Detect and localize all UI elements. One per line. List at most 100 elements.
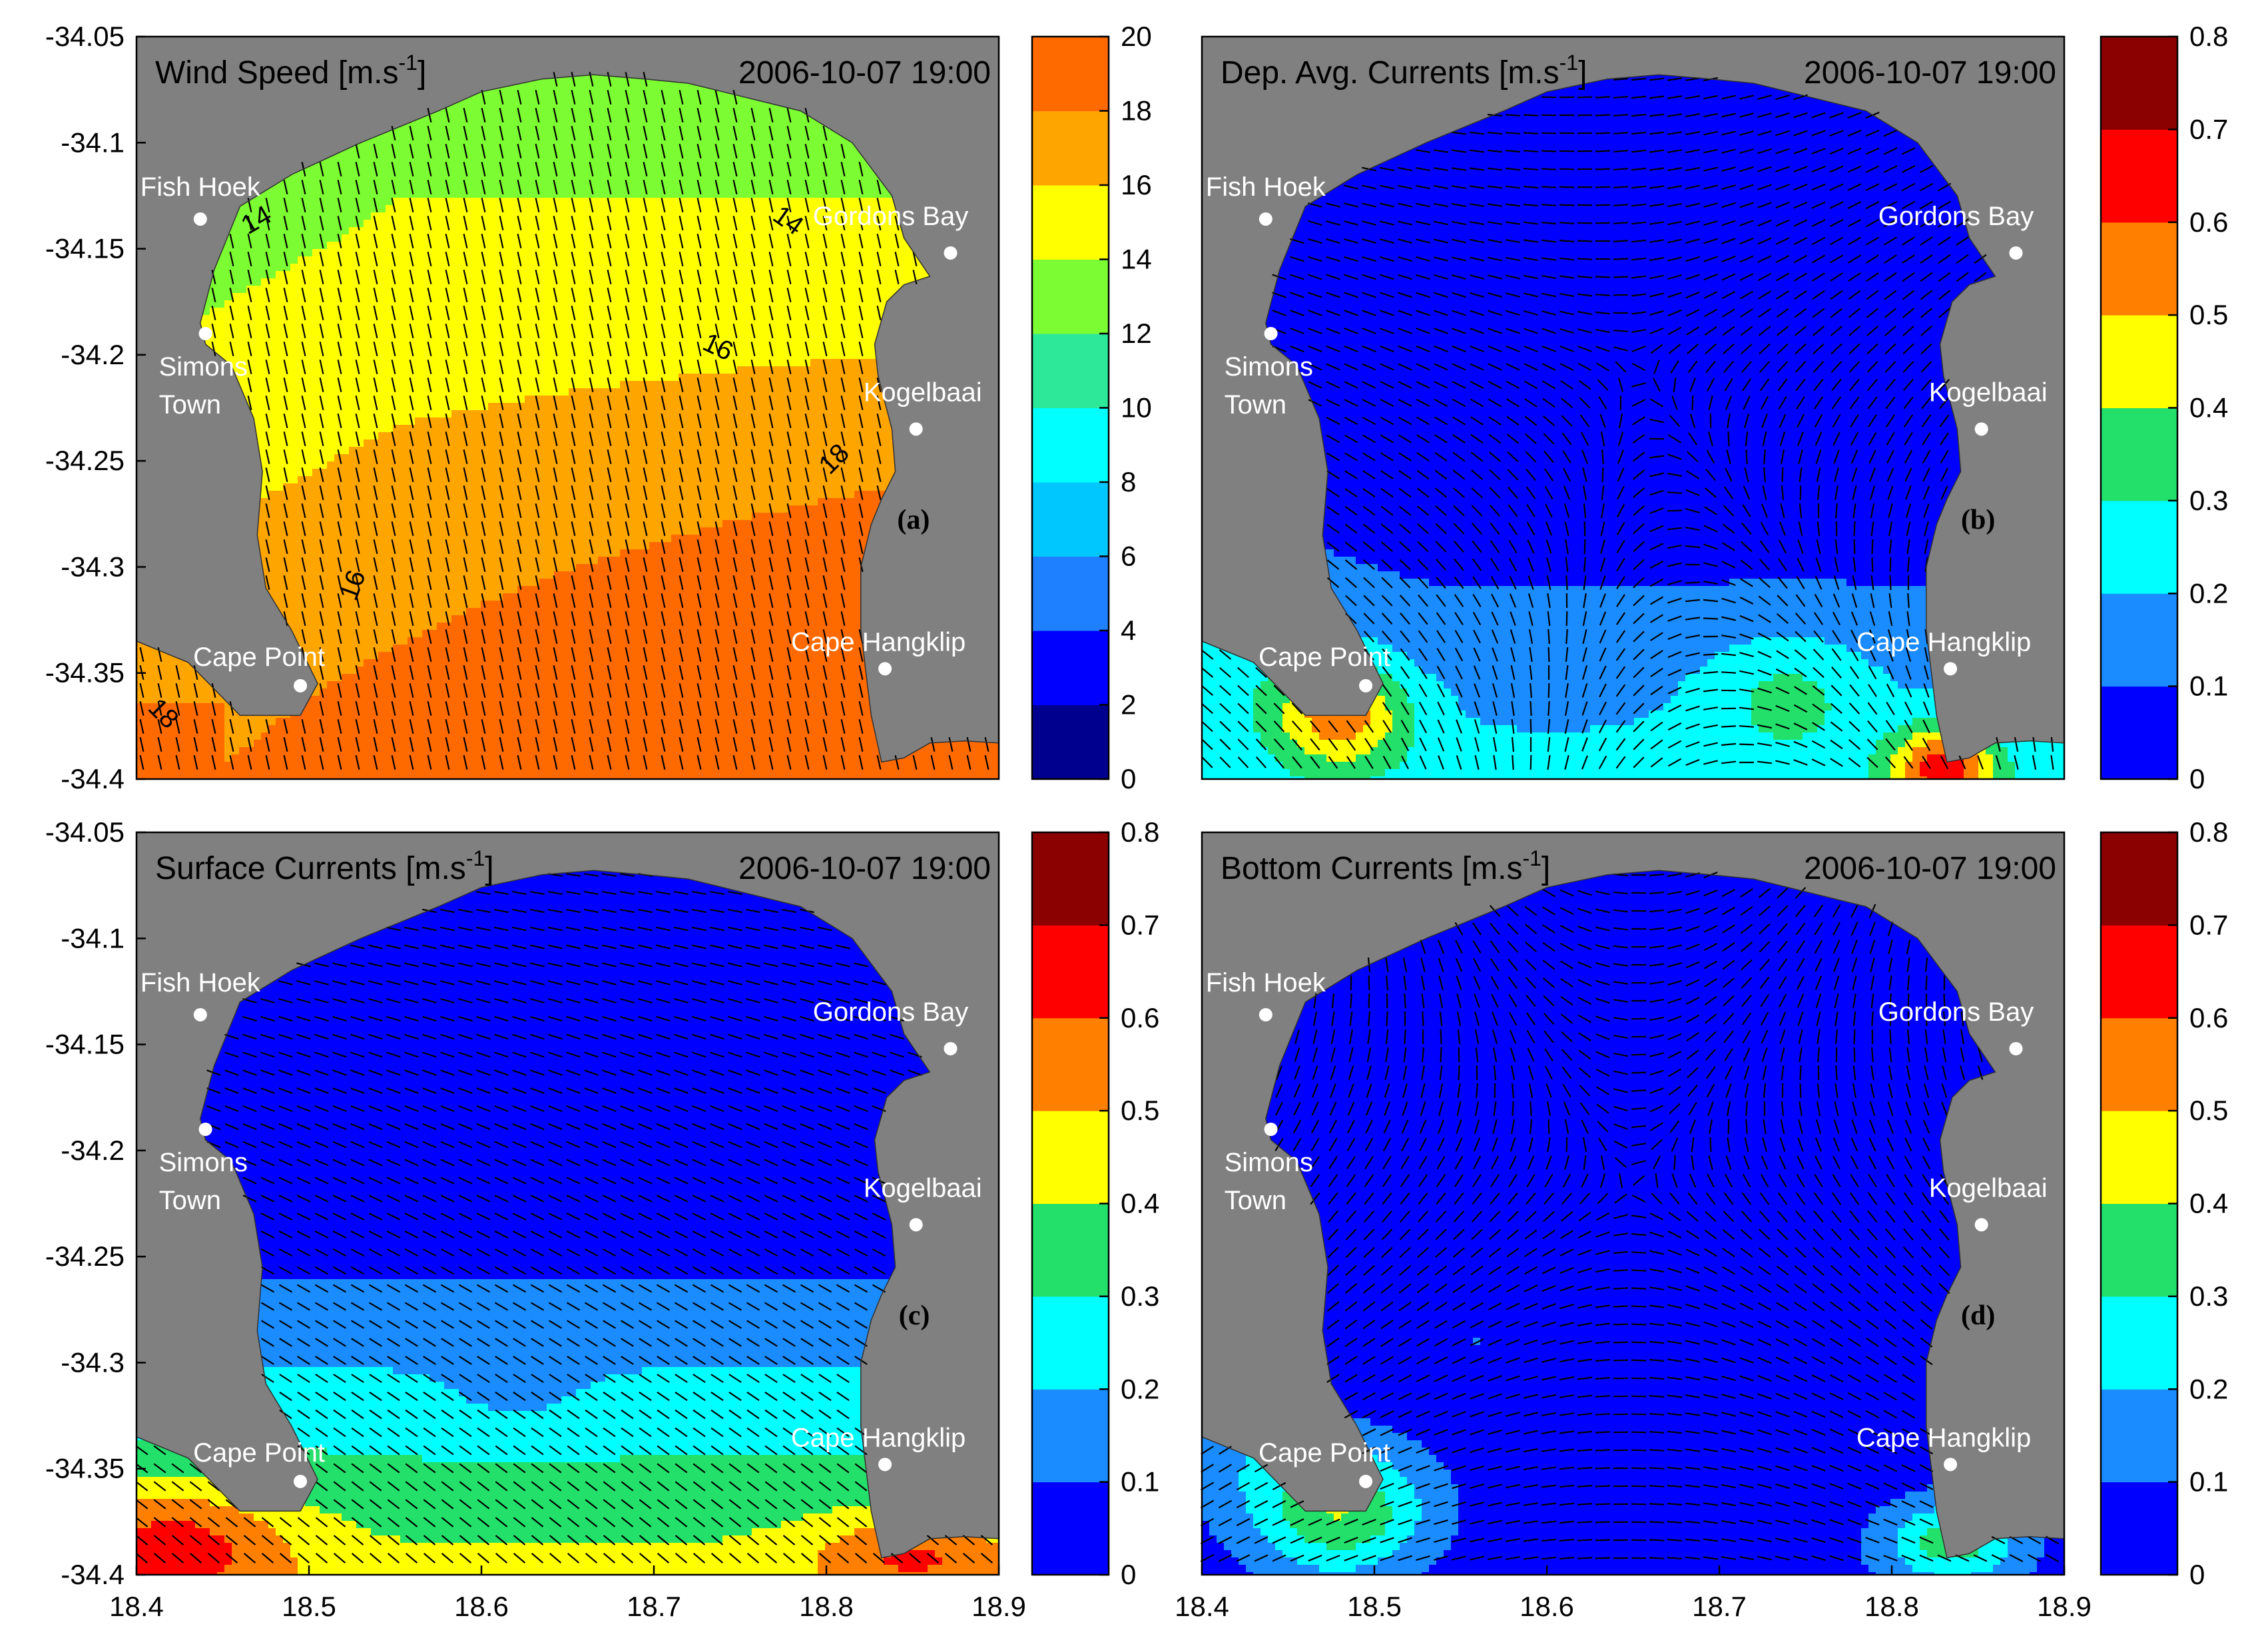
colorbar-segment: [2101, 1111, 2177, 1204]
colorbar-segment: [1032, 925, 1109, 1018]
place-marker: [199, 1123, 212, 1136]
place-label: Cape Point: [1259, 643, 1390, 672]
colorbar-tick-label: 0.4: [2189, 1188, 2228, 1219]
place-label: Simons: [159, 352, 248, 382]
place-marker: [944, 246, 957, 260]
colorbar-tick-label: 2: [1121, 689, 1136, 720]
place-label: Town: [159, 1186, 221, 1215]
colorbar-segment: [2101, 315, 2177, 408]
place-label: Cape Hangklip: [1856, 1423, 2031, 1452]
x-tick-label: 18.7: [1692, 1591, 1747, 1622]
x-tick-label: 18.4: [1175, 1591, 1229, 1622]
colorbar-tick-label: 0.1: [2189, 1466, 2228, 1498]
colorbar-segment: [2101, 1296, 2177, 1390]
colorbar-tick-label: 0.2: [1121, 1373, 1159, 1404]
place-marker: [1259, 212, 1272, 226]
colorbar-segment: [2101, 687, 2177, 780]
panel-timestamp: 2006-10-07 19:00: [1804, 851, 2056, 886]
x-tick-label: 18.9: [2037, 1591, 2092, 1622]
colorbar-tick-label: 10: [1121, 392, 1152, 423]
y-tick-label: -34.4: [61, 1559, 125, 1590]
colorbar-tick-label: 14: [1121, 244, 1152, 275]
colorbar-segment: [1032, 1296, 1109, 1390]
place-label: Gordons Bay: [1878, 202, 2034, 231]
panel-title: Bottom Currents [m.s-1]: [1221, 846, 1550, 886]
y-tick-label: -34.15: [45, 233, 125, 264]
place-label: Fish Hoek: [141, 172, 261, 202]
colorbar-segment: [2101, 408, 2177, 501]
y-tick-label: -34.15: [45, 1029, 125, 1060]
colorbar-segment: [1032, 1111, 1109, 1204]
y-tick-label: -34.2: [61, 339, 125, 370]
x-tick-label: 18.8: [1864, 1591, 1919, 1622]
colorbar-tick-label: 20: [1121, 21, 1152, 52]
colorbar-segment: [1032, 631, 1109, 705]
place-label: Gordons Bay: [1878, 997, 2034, 1027]
panel-title: Surface Currents [m.s-1]: [155, 846, 494, 886]
place-marker: [1259, 1008, 1272, 1021]
colorbar-tick-label: 0.1: [1121, 1466, 1159, 1498]
colorbar-tick-label: 0: [2189, 763, 2205, 794]
colorbar-segment: [2101, 925, 2177, 1018]
colorbar-tick-label: 0.3: [2189, 1280, 2228, 1312]
y-tick-label: -34.4: [61, 763, 125, 794]
x-tick-label: 18.8: [799, 1591, 854, 1622]
colorbar-tick-label: 0.5: [2189, 1095, 2228, 1126]
y-tick-label: -34.25: [45, 445, 125, 476]
colorbar-segment: [2101, 1204, 2177, 1297]
place-marker: [294, 679, 307, 692]
y-tick-label: -34.35: [45, 657, 125, 688]
place-label: Town: [159, 390, 221, 419]
place-label: Gordons Bay: [813, 202, 968, 231]
place-label: Fish Hoek: [1206, 172, 1326, 202]
place-label: Town: [1225, 1186, 1286, 1215]
colorbar-segment: [1032, 37, 1109, 111]
colorbar-segment: [2101, 1389, 2177, 1482]
colorbar-d: 00.10.20.30.40.50.60.70.8: [2101, 816, 2228, 1590]
place-label: Kogelbaai: [1929, 378, 2048, 407]
colorbar-tick-label: 0.8: [1121, 816, 1159, 848]
place-marker: [1975, 422, 1988, 435]
place-label: Fish Hoek: [141, 968, 261, 997]
place-marker: [2009, 246, 2022, 260]
colorbar-segment: [2101, 501, 2177, 594]
colorbar-tick-label: 0.7: [1121, 909, 1159, 940]
place-marker: [878, 1458, 892, 1471]
colorbar-tick-label: 0.5: [1121, 1095, 1159, 1126]
y-tick-label: -34.2: [61, 1135, 125, 1166]
colorbar-tick-label: 0.3: [2189, 485, 2228, 516]
panel-label: (c): [899, 1300, 930, 1331]
colorbar-segment: [2101, 1482, 2177, 1575]
place-marker: [910, 422, 923, 435]
colorbar-tick-label: 6: [1121, 541, 1136, 572]
place-label: Kogelbaai: [1929, 1173, 2048, 1203]
colorbar-segment: [2101, 129, 2177, 222]
x-tick-label: 18.4: [109, 1591, 164, 1622]
place-label: Cape Point: [193, 1438, 325, 1468]
place-marker: [1265, 327, 1278, 340]
place-label: Simons: [159, 1148, 248, 1177]
place-label: Cape Hangklip: [1856, 627, 2031, 657]
colorbar-segment: [2101, 37, 2177, 130]
colorbar-tick-label: 0.8: [2189, 816, 2228, 848]
colorbar-tick-label: 0: [1121, 1559, 1136, 1590]
colorbar-tick-label: 0.8: [2189, 21, 2228, 52]
colorbar-tick-label: 0.5: [2189, 299, 2228, 330]
colorbar-tick-label: 0.6: [2189, 1002, 2228, 1033]
colorbar-tick-label: 0.1: [2189, 671, 2228, 702]
place-marker: [1359, 679, 1372, 692]
colorbar-segment: [2101, 832, 2177, 926]
colorbar-tick-label: 16: [1121, 169, 1152, 200]
panel-label: (d): [1961, 1300, 1995, 1331]
colorbar-tick-label: 0: [1121, 763, 1136, 794]
place-label: Cape Point: [193, 643, 325, 672]
place-label: Fish Hoek: [1206, 968, 1326, 997]
y-tick-label: -34.25: [45, 1240, 125, 1272]
colorbar-tick-label: 0.7: [2189, 909, 2228, 940]
y-tick-label: -34.05: [45, 816, 125, 848]
panel-label: (a): [897, 505, 930, 535]
